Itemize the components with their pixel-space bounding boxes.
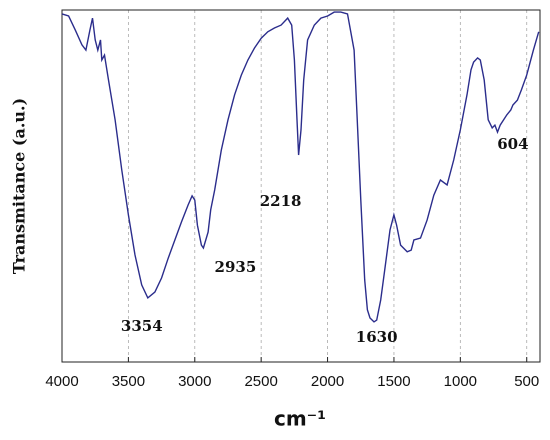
- y-axis-label: Transmitance (a.u.): [10, 98, 29, 274]
- x-tick-label: 2000: [311, 373, 344, 390]
- x-tick-label: 1500: [377, 373, 410, 390]
- peak-label: 604: [497, 135, 528, 153]
- spectrum-line: [61, 11, 540, 323]
- peak-label: 3354: [121, 317, 163, 335]
- x-tick-label: 4000: [45, 373, 78, 390]
- plot-frame: [61, 9, 541, 363]
- x-tick-label: 3000: [178, 373, 211, 390]
- x-tick-label: 3500: [112, 373, 145, 390]
- peak-label: 2935: [215, 258, 257, 276]
- x-tick-label: 500: [514, 373, 539, 390]
- x-tick-label: 2500: [244, 373, 277, 390]
- x-tick-label: 1000: [444, 373, 477, 390]
- peak-label: 1630: [356, 328, 398, 346]
- x-axis-label: cm⁻¹: [274, 407, 326, 431]
- peak-label: 2218: [260, 192, 302, 210]
